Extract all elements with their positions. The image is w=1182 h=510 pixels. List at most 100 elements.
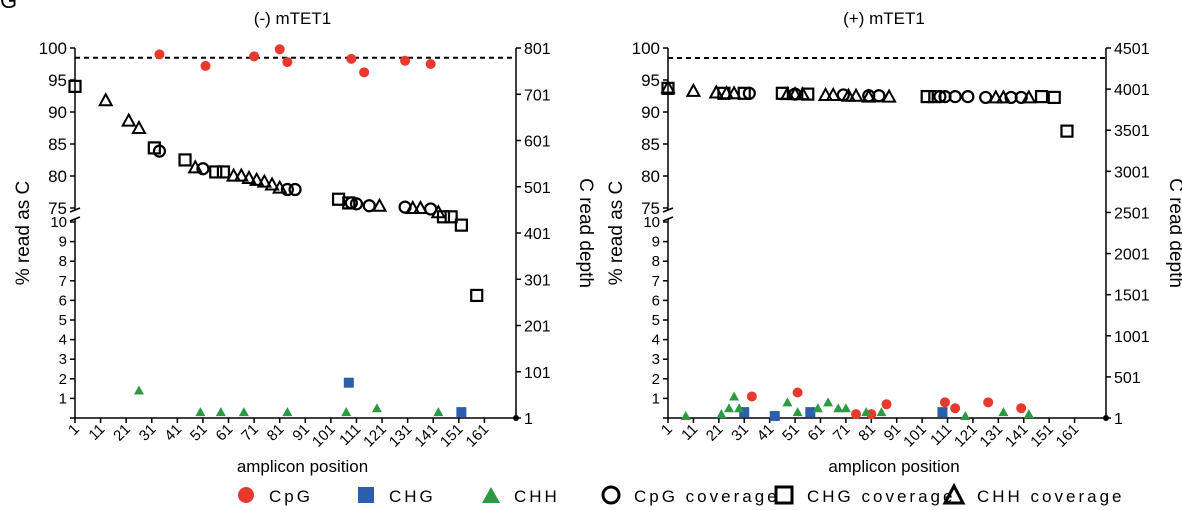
data-point <box>680 411 691 421</box>
data-point <box>1021 89 1037 104</box>
legend-item-chg_cov: CHG coverage <box>774 485 952 506</box>
data-point <box>685 82 702 97</box>
legend-label: CpG coverage <box>634 487 780 506</box>
axis-break-mark <box>69 207 81 213</box>
x-axis-label: amplicon position <box>237 457 368 476</box>
data-point <box>998 407 1009 417</box>
y-tick-label: 6 <box>652 292 660 309</box>
data-point <box>928 89 942 104</box>
legend-item-cpg_cov: CpG coverage <box>601 485 780 506</box>
legend-item-chh_cov: CHH coverage <box>942 482 1122 506</box>
data-point <box>412 199 429 215</box>
data-point <box>233 167 250 182</box>
data-point <box>200 60 211 71</box>
data-point <box>833 403 844 413</box>
data-point <box>215 407 226 417</box>
data-point <box>950 403 961 414</box>
data-point <box>121 112 137 127</box>
data-point <box>716 409 727 419</box>
data-point <box>341 407 352 417</box>
legend-label: CHG <box>389 487 436 506</box>
axis-break-mark <box>69 216 81 222</box>
data-point <box>371 403 382 413</box>
x-tick-label: 31 <box>136 421 160 445</box>
data-point <box>238 407 249 417</box>
y-tick-label: 100 <box>39 39 67 58</box>
data-point <box>470 288 484 303</box>
data-point <box>209 165 223 179</box>
y2-tick-label: 2001 <box>1114 247 1150 264</box>
data-point <box>718 85 735 100</box>
series-chh-coverage <box>660 79 1037 104</box>
data-point <box>264 176 280 191</box>
legend-item-cpg: CpG <box>238 487 313 506</box>
y-tick-label: 9 <box>59 234 67 251</box>
x-tick-label: 121 <box>360 421 390 451</box>
x-tick-label: 21 <box>110 421 134 445</box>
x-tick-label: 61 <box>213 421 237 445</box>
data-point <box>787 86 803 101</box>
legend-label: CpG <box>269 487 313 506</box>
y-tick-label: 4 <box>652 332 660 349</box>
data-point <box>1023 409 1034 419</box>
data-point <box>216 165 231 179</box>
y-axis-label: % read as C <box>606 181 627 286</box>
y-tick-label: 1 <box>59 390 67 407</box>
data-point <box>342 196 356 210</box>
data-point <box>779 86 796 101</box>
y2-tick-label: 1001 <box>1114 329 1150 346</box>
y-tick-label: 85 <box>48 135 67 154</box>
series-chg-coverage <box>68 79 484 303</box>
data-point <box>400 55 411 66</box>
x-tick-label: 91 <box>289 421 313 445</box>
y-tick-label: 2 <box>59 371 67 388</box>
data-point <box>433 407 444 417</box>
series-cpg <box>746 387 1027 420</box>
data-point <box>362 199 376 213</box>
y-tick-label: 80 <box>641 167 660 186</box>
y-tick-label: 90 <box>48 103 67 122</box>
series-chh <box>133 385 444 417</box>
data-point <box>881 399 892 410</box>
data-point <box>1016 403 1027 414</box>
y2-tick-label: 1501 <box>1114 288 1150 305</box>
y2-tick-label: 2501 <box>1114 205 1150 222</box>
data-point <box>133 385 144 395</box>
data-point <box>425 59 436 69</box>
y-tick-label: 10 <box>50 214 67 231</box>
legend-marker <box>774 485 794 505</box>
y2-tick-label: 601 <box>524 134 551 151</box>
data-point <box>876 407 887 417</box>
y2-tick-label: 1 <box>1114 411 1123 428</box>
y-tick-label: 3 <box>652 351 660 368</box>
data-point <box>872 89 886 103</box>
legend-marker <box>358 487 374 503</box>
data-point <box>195 407 206 417</box>
y2-tick-label: 501 <box>524 180 551 197</box>
data-point <box>961 89 975 104</box>
y-tick-label: 7 <box>652 273 660 290</box>
data-point <box>794 86 811 101</box>
data-point <box>881 88 897 103</box>
y2-tick-label: 3501 <box>1114 123 1150 140</box>
legend-item-chh: CHH <box>482 487 557 506</box>
legend-marker <box>482 487 500 503</box>
y-tick-label: 10 <box>643 214 660 231</box>
y2-tick-label: 501 <box>1114 370 1141 387</box>
data-point <box>178 153 192 167</box>
data-point <box>782 397 793 407</box>
y-tick-label: 4 <box>59 332 67 349</box>
data-point <box>274 44 285 55</box>
y-tick-label: 2 <box>652 371 660 388</box>
data-point <box>98 92 114 107</box>
data-point <box>769 411 780 422</box>
x-tick-label: 81 <box>855 421 879 445</box>
panel-letter: G <box>0 0 18 13</box>
axis-break-mark <box>662 207 674 213</box>
data-point <box>739 407 750 418</box>
legend-marker <box>601 485 621 505</box>
series-chh <box>680 391 1034 421</box>
